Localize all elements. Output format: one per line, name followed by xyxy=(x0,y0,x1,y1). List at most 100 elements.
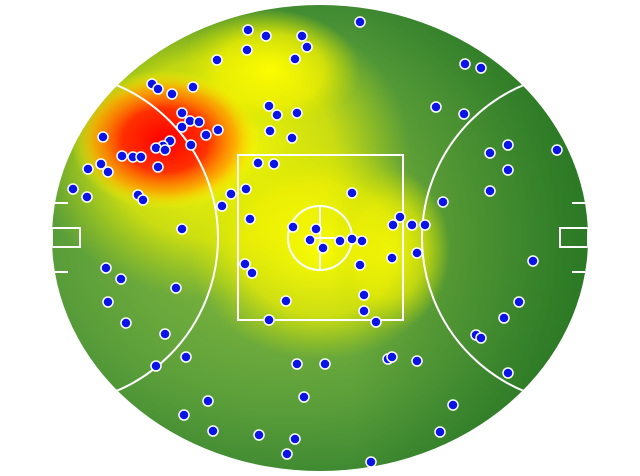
point xyxy=(358,289,370,301)
point xyxy=(370,316,382,328)
point xyxy=(211,54,223,66)
point xyxy=(447,399,459,411)
point xyxy=(193,116,205,128)
point xyxy=(82,163,94,175)
point xyxy=(150,360,162,372)
point xyxy=(207,425,219,437)
point xyxy=(502,139,514,151)
point xyxy=(502,164,514,176)
point xyxy=(291,107,303,119)
point xyxy=(291,358,303,370)
point xyxy=(159,328,171,340)
point xyxy=(241,44,253,56)
point xyxy=(411,355,423,367)
point xyxy=(437,196,449,208)
point xyxy=(242,24,254,36)
point xyxy=(176,107,188,119)
point xyxy=(260,30,272,42)
point xyxy=(365,456,377,468)
point xyxy=(115,273,127,285)
point xyxy=(152,161,164,173)
point xyxy=(253,429,265,441)
point xyxy=(317,242,329,254)
point xyxy=(225,188,237,200)
point xyxy=(286,132,298,144)
point xyxy=(430,101,442,113)
point xyxy=(484,185,496,197)
point xyxy=(527,255,539,267)
point xyxy=(354,259,366,271)
point xyxy=(459,58,471,70)
point xyxy=(120,317,132,329)
point xyxy=(354,16,366,28)
point xyxy=(475,62,487,74)
point xyxy=(137,194,149,206)
point xyxy=(240,183,252,195)
point xyxy=(159,144,171,156)
point xyxy=(346,233,358,245)
point xyxy=(289,433,301,445)
point xyxy=(498,312,510,324)
point xyxy=(386,351,398,363)
point xyxy=(185,139,197,151)
point xyxy=(97,131,109,143)
point xyxy=(102,296,114,308)
point xyxy=(264,125,276,137)
point xyxy=(100,262,112,274)
point xyxy=(334,235,346,247)
point xyxy=(176,121,188,133)
point xyxy=(484,147,496,159)
point xyxy=(67,183,79,195)
point xyxy=(419,219,431,231)
point xyxy=(95,158,107,170)
point xyxy=(200,129,212,141)
point xyxy=(176,223,188,235)
point xyxy=(356,235,368,247)
point xyxy=(387,219,399,231)
point xyxy=(394,211,406,223)
point xyxy=(411,247,423,259)
point xyxy=(358,305,370,317)
point xyxy=(239,258,251,270)
point xyxy=(271,109,283,121)
point xyxy=(310,223,322,235)
point xyxy=(116,150,128,162)
point xyxy=(434,426,446,438)
points xyxy=(67,16,563,468)
point xyxy=(551,144,563,156)
point xyxy=(502,367,514,379)
field-lines xyxy=(52,71,588,405)
point xyxy=(252,157,264,169)
point xyxy=(216,200,228,212)
point xyxy=(135,151,147,163)
point xyxy=(346,187,358,199)
point xyxy=(81,191,93,203)
point xyxy=(152,83,164,95)
point xyxy=(301,41,313,53)
point xyxy=(298,391,310,403)
point xyxy=(296,30,308,42)
point xyxy=(268,158,280,170)
point xyxy=(475,332,487,344)
point xyxy=(212,124,224,136)
point xyxy=(178,409,190,421)
point xyxy=(180,351,192,363)
point xyxy=(287,221,299,233)
point xyxy=(319,358,331,370)
point xyxy=(166,88,178,100)
point xyxy=(280,295,292,307)
point xyxy=(281,448,293,460)
point xyxy=(170,282,182,294)
point xyxy=(263,314,275,326)
point xyxy=(513,296,525,308)
point xyxy=(102,166,114,178)
point xyxy=(304,234,316,246)
point xyxy=(202,395,214,407)
point xyxy=(406,219,418,231)
point xyxy=(187,81,199,93)
point xyxy=(263,100,275,112)
point xyxy=(458,108,470,120)
point xyxy=(244,213,256,225)
point xyxy=(289,53,301,65)
